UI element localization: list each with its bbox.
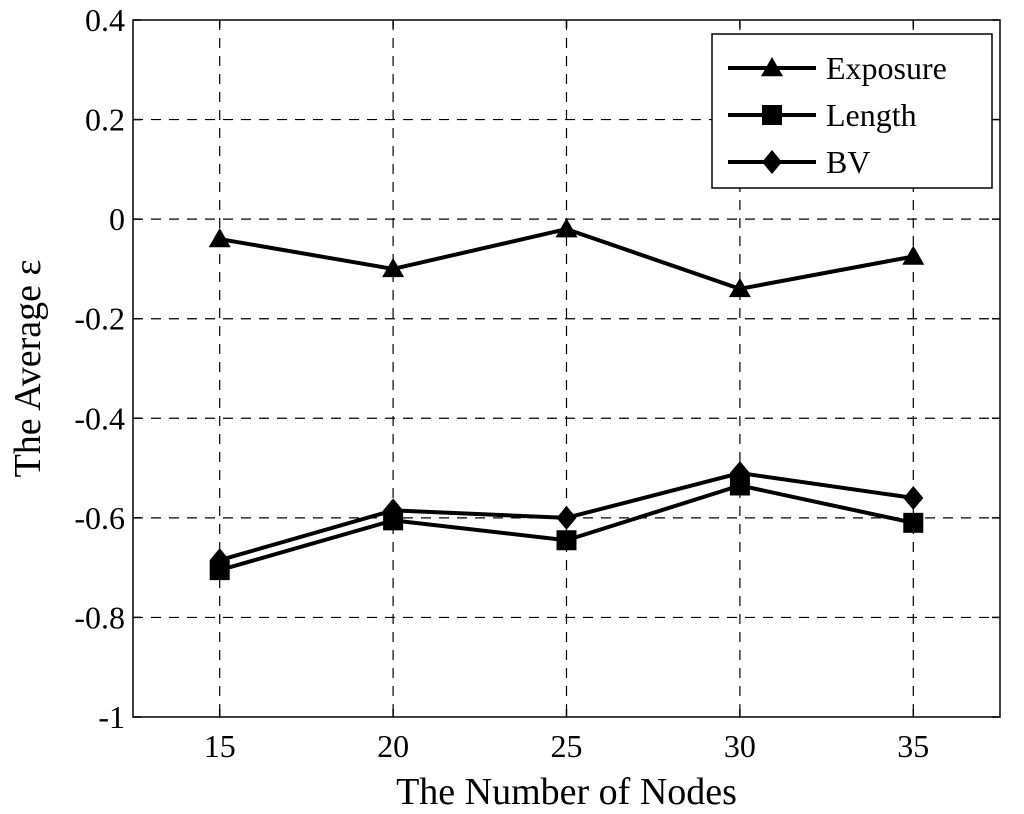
x-tick-label: 30 [724,728,756,764]
data-point-length [556,530,577,551]
data-point-bv [383,498,404,523]
legend-marker-exposure [761,57,783,77]
data-point-exposure [902,245,925,265]
x-axis-title: The Number of Nodes [396,771,737,813]
legend-label-length: Length [826,97,917,133]
legend-label-exposure: Exposure [826,50,947,86]
axis-ticks: 15 20 25 30 35 -1 -0.8 -0.6 -0.4 -0.2 0 0.2 0.4 [74,2,1000,764]
y-tick-label: 0.2 [85,102,125,138]
y-tick-label: -0.2 [74,301,125,337]
data-point-bv [729,461,750,486]
y-tick-label: 0.4 [85,2,125,38]
legend-marker-bv [762,150,782,174]
y-tick-label: -0.6 [74,500,125,536]
data-point-bv [209,548,230,573]
y-tick-label: -1 [98,699,125,735]
legend-entry-length: Length [728,97,917,133]
series [208,218,925,581]
legend: Exposure Length BV [711,33,993,189]
x-tick-label: 35 [897,728,929,764]
legend-entry-bv: BV [728,144,870,180]
data-point-exposure [382,257,405,278]
legend-entry-exposure: Exposure [728,50,947,86]
data-point-bv [556,505,577,530]
data-point-exposure [728,277,751,298]
series-exposure [208,218,925,298]
y-axis-title: The Average ε [7,260,49,478]
data-point-exposure [555,218,578,238]
y-tick-label: -0.8 [74,599,125,635]
data-point-length [903,512,924,533]
x-tick-label: 15 [204,728,236,764]
x-tick-label: 20 [377,728,409,764]
y-tick-label: -0.4 [74,400,125,436]
data-point-bv [903,485,924,510]
legend-marker-length [762,105,782,125]
legend-label-bv: BV [826,144,870,180]
series-bv [209,461,924,573]
data-point-length [729,475,750,496]
data-point-exposure [208,228,231,248]
y-tick-label: 0 [109,201,125,237]
x-tick-label: 25 [551,728,583,764]
